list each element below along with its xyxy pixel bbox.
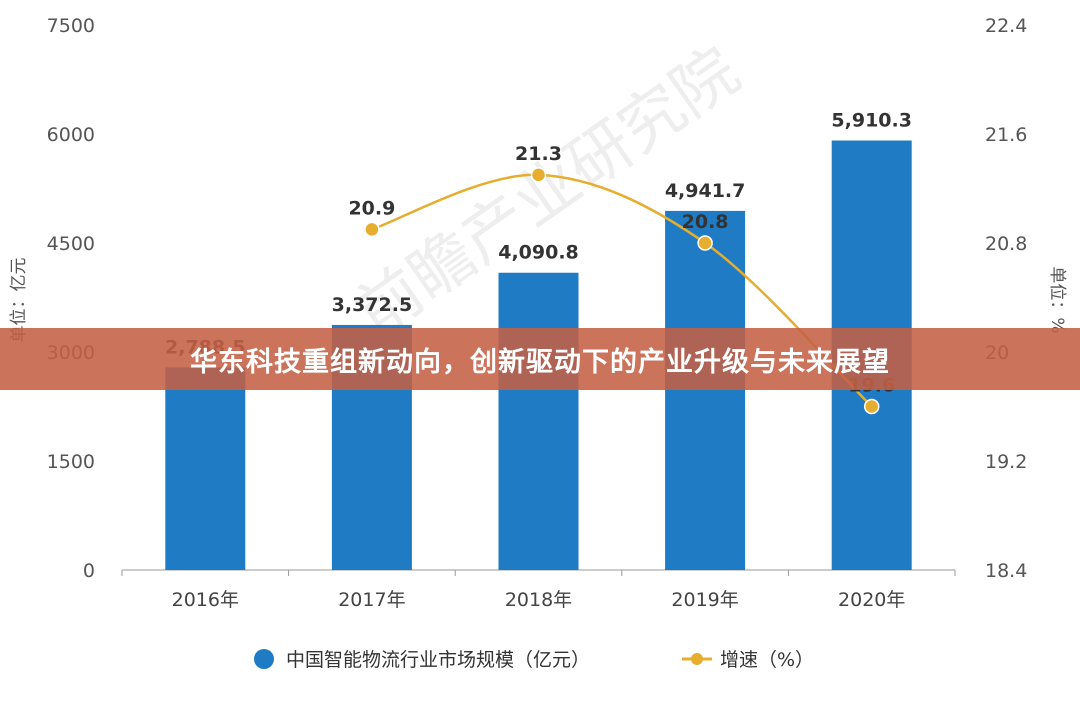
growth-point xyxy=(364,221,380,238)
right-axis-tick-label: 20.8 xyxy=(985,233,1027,255)
right-axis-tick-label: 18.4 xyxy=(985,560,1027,582)
legend-line-label: 增速（%） xyxy=(720,649,814,671)
growth-data-label: 20.9 xyxy=(348,197,395,219)
bar-data-label: 4,941.7 xyxy=(665,180,746,202)
left-axis-tick-label: 0 xyxy=(83,560,95,582)
x-axis-tick-label: 2017年 xyxy=(338,589,405,611)
x-axis-tick-label: 2016年 xyxy=(172,589,239,611)
growth-point xyxy=(697,235,713,251)
growth-point xyxy=(863,398,880,415)
headline-banner: 华东科技重组新动向，创新驱动下的产业升级与未来展望 xyxy=(0,328,1080,390)
bar-data-label: 3,372.5 xyxy=(332,294,413,316)
legend-line-marker xyxy=(691,653,703,665)
legend-bar-swatch xyxy=(254,649,274,669)
left-axis-tick-label: 6000 xyxy=(47,124,95,146)
bar xyxy=(165,367,246,570)
right-axis-title: 单位：% xyxy=(1047,266,1067,333)
growth-data-label: 21.3 xyxy=(515,143,562,165)
right-axis-tick-label: 21.6 xyxy=(985,124,1027,146)
left-axis-tick-label: 7500 xyxy=(47,15,95,37)
headline-text: 华东科技重组新动向，创新驱动下的产业升级与未来展望 xyxy=(190,346,890,378)
x-axis-tick-label: 2018年 xyxy=(505,589,572,611)
growth-point xyxy=(530,167,547,183)
left-axis-title: 单位：亿元 xyxy=(9,258,29,343)
left-axis-tick-label: 4500 xyxy=(47,233,95,255)
growth-data-label: 20.8 xyxy=(682,211,729,233)
legend-bar-label: 中国智能物流行业市场规模（亿元） xyxy=(286,649,590,671)
bar-data-label: 4,090.8 xyxy=(498,242,579,264)
bar-data-label: 5,910.3 xyxy=(831,110,912,132)
right-axis-tick-label: 19.2 xyxy=(985,451,1027,473)
x-axis-tick-label: 2020年 xyxy=(838,589,905,611)
x-axis-tick-label: 2019年 xyxy=(671,589,738,611)
right-axis-tick-label: 22.4 xyxy=(985,15,1027,37)
bar xyxy=(498,272,579,570)
bar xyxy=(665,210,746,570)
left-axis-tick-label: 1500 xyxy=(47,451,95,473)
